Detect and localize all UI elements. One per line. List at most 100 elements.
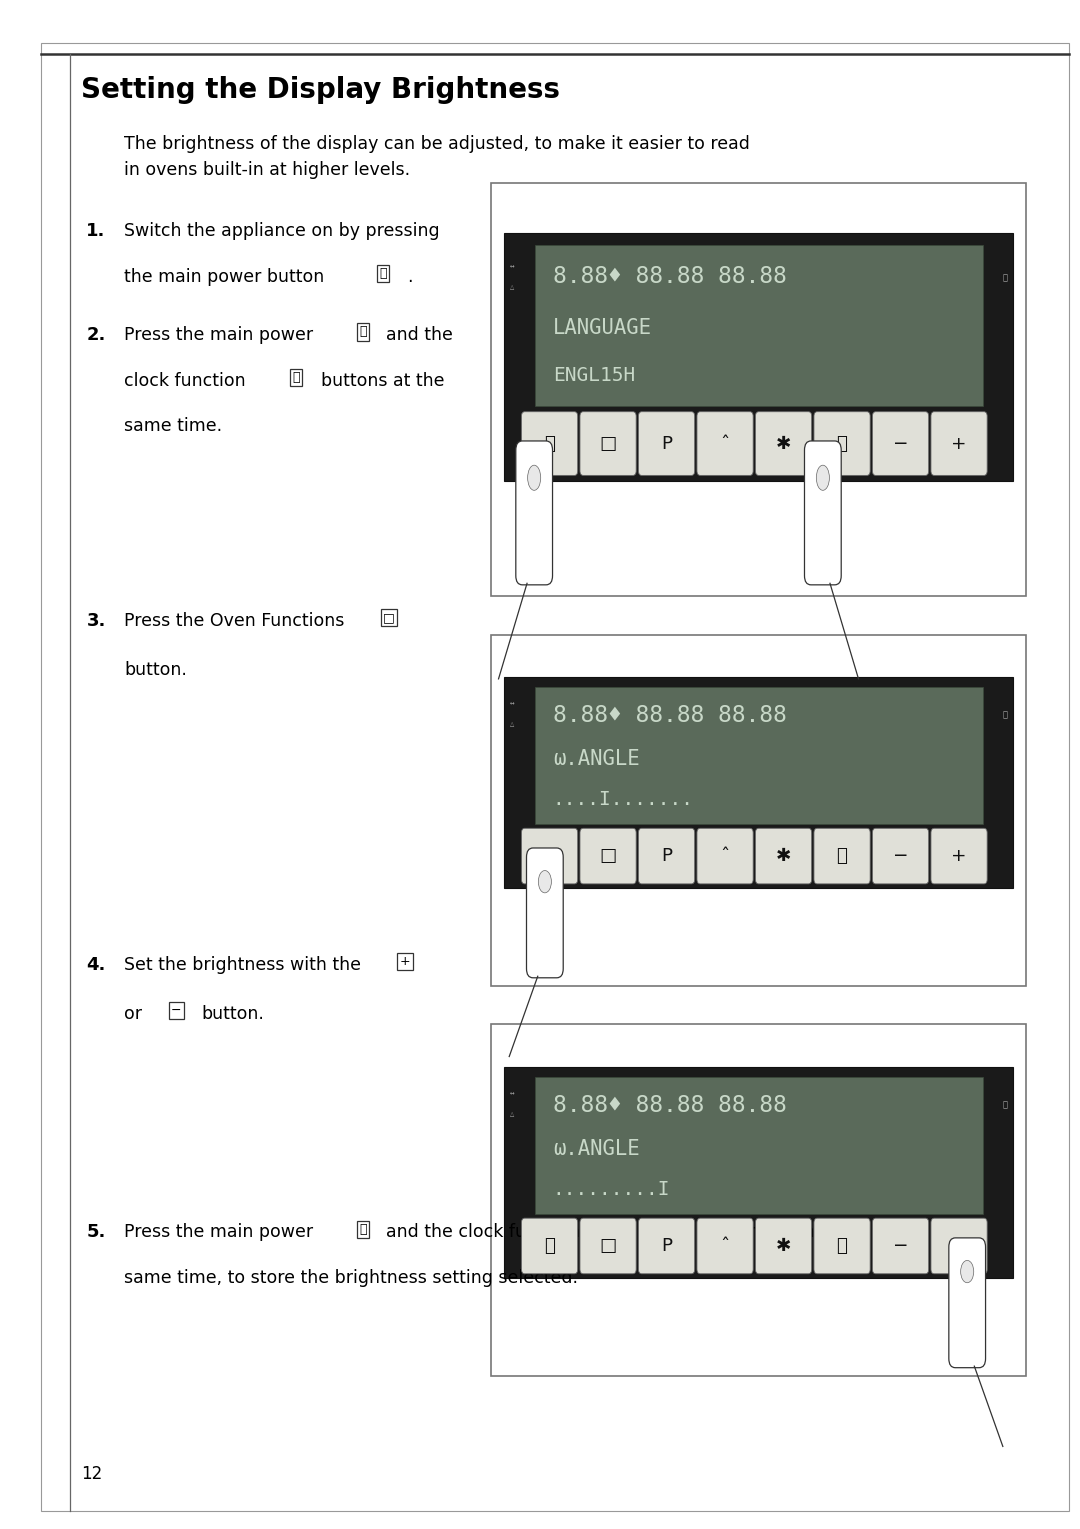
Text: ˆ: ˆ xyxy=(720,1237,730,1255)
Bar xyxy=(535,1076,983,1214)
Bar xyxy=(491,183,1026,596)
Text: ✱: ✱ xyxy=(775,1237,792,1255)
Text: −: − xyxy=(893,434,908,453)
Text: .........I: .........I xyxy=(553,1180,671,1199)
FancyBboxPatch shape xyxy=(931,829,987,884)
FancyBboxPatch shape xyxy=(580,829,636,884)
Text: the main power button: the main power button xyxy=(124,268,324,286)
Text: ⏾: ⏾ xyxy=(293,372,299,384)
Text: 3.: 3. xyxy=(86,612,106,630)
Text: ˆ: ˆ xyxy=(720,847,730,865)
Text: ⌚: ⌚ xyxy=(1002,1099,1008,1109)
Bar xyxy=(504,1067,1013,1278)
Text: ω.ANGLE: ω.ANGLE xyxy=(553,749,639,769)
Text: 5.: 5. xyxy=(86,1223,106,1242)
Text: 8.88♦ 88.88 88.88: 8.88♦ 88.88 88.88 xyxy=(553,1093,786,1116)
Text: ↔: ↔ xyxy=(510,263,514,268)
Text: □: □ xyxy=(383,612,394,624)
Text: □: □ xyxy=(599,847,617,865)
Text: 1.: 1. xyxy=(86,222,106,240)
Text: button.: button. xyxy=(124,661,187,679)
Text: ⓞ: ⓞ xyxy=(360,326,366,338)
Text: 8.88♦ 88.88 88.88: 8.88♦ 88.88 88.88 xyxy=(553,265,786,287)
FancyBboxPatch shape xyxy=(638,1219,694,1274)
Text: ω.ANGLE: ω.ANGLE xyxy=(553,1139,639,1159)
Text: Press the main power: Press the main power xyxy=(124,1223,313,1242)
Text: ⓞ: ⓞ xyxy=(360,1223,366,1235)
Text: ✱: ✱ xyxy=(775,434,792,453)
Text: △: △ xyxy=(510,284,514,289)
Text: □: □ xyxy=(599,434,617,453)
FancyBboxPatch shape xyxy=(873,829,929,884)
Text: 2.: 2. xyxy=(86,326,106,344)
Text: ⓞ: ⓞ xyxy=(544,1237,555,1255)
Bar xyxy=(504,232,1013,480)
FancyBboxPatch shape xyxy=(580,1219,636,1274)
FancyBboxPatch shape xyxy=(697,411,753,476)
FancyBboxPatch shape xyxy=(814,411,870,476)
Text: LANGUAGE: LANGUAGE xyxy=(553,318,652,338)
Bar xyxy=(504,677,1013,888)
Text: +: + xyxy=(951,847,967,865)
FancyBboxPatch shape xyxy=(814,829,870,884)
FancyBboxPatch shape xyxy=(805,440,841,586)
Text: −: − xyxy=(893,847,908,865)
Text: or: or xyxy=(124,1005,143,1023)
FancyBboxPatch shape xyxy=(949,1238,986,1367)
Text: ↔: ↔ xyxy=(510,1090,514,1095)
Text: Press the Oven Functions: Press the Oven Functions xyxy=(124,612,345,630)
Text: −: − xyxy=(893,1237,908,1255)
Ellipse shape xyxy=(528,465,541,491)
Text: 12: 12 xyxy=(81,1465,103,1483)
FancyBboxPatch shape xyxy=(522,829,578,884)
Text: .: . xyxy=(407,268,413,286)
Text: same time.: same time. xyxy=(124,417,222,436)
FancyBboxPatch shape xyxy=(522,411,578,476)
Text: and the: and the xyxy=(386,326,453,344)
FancyBboxPatch shape xyxy=(516,440,553,586)
Text: and the clock function: and the clock function xyxy=(386,1223,580,1242)
FancyBboxPatch shape xyxy=(697,1219,753,1274)
Bar xyxy=(491,635,1026,986)
Text: P: P xyxy=(661,1237,672,1255)
Text: P: P xyxy=(661,434,672,453)
FancyBboxPatch shape xyxy=(873,1219,929,1274)
Text: +: + xyxy=(951,1237,967,1255)
Text: ⌚: ⌚ xyxy=(1002,709,1008,719)
Text: clock function: clock function xyxy=(124,372,246,390)
FancyBboxPatch shape xyxy=(756,1219,812,1274)
Text: ⏾: ⏾ xyxy=(837,434,848,453)
Text: ✱: ✱ xyxy=(775,847,792,865)
Text: +: + xyxy=(400,956,410,968)
Text: buttons at the: buttons at the xyxy=(702,1223,825,1242)
FancyBboxPatch shape xyxy=(522,1219,578,1274)
Text: □: □ xyxy=(599,1237,617,1255)
FancyBboxPatch shape xyxy=(638,829,694,884)
Text: ⓞ: ⓞ xyxy=(380,268,387,280)
Text: 4.: 4. xyxy=(86,956,106,974)
Text: ENGL15H: ENGL15H xyxy=(553,365,635,385)
Text: same time, to store the brightness setting selected.: same time, to store the brightness setti… xyxy=(124,1269,578,1287)
FancyBboxPatch shape xyxy=(873,411,929,476)
Text: ˆ: ˆ xyxy=(720,434,730,453)
Text: The brightness of the display can be adjusted, to make it easier to read
in oven: The brightness of the display can be adj… xyxy=(124,135,751,179)
Text: Set the brightness with the: Set the brightness with the xyxy=(124,956,361,974)
FancyBboxPatch shape xyxy=(756,829,812,884)
Ellipse shape xyxy=(961,1260,974,1283)
Bar xyxy=(491,1024,1026,1376)
Text: 8.88♦ 88.88 88.88: 8.88♦ 88.88 88.88 xyxy=(553,703,786,726)
Text: ⏾: ⏾ xyxy=(837,847,848,865)
FancyBboxPatch shape xyxy=(527,849,564,979)
Text: ⓞ: ⓞ xyxy=(544,847,555,865)
Text: ⏾: ⏾ xyxy=(677,1223,684,1235)
FancyBboxPatch shape xyxy=(697,829,753,884)
Text: button.: button. xyxy=(201,1005,264,1023)
Text: ⏾: ⏾ xyxy=(837,1237,848,1255)
Ellipse shape xyxy=(538,870,552,893)
FancyBboxPatch shape xyxy=(931,1219,987,1274)
Text: Switch the appliance on by pressing: Switch the appliance on by pressing xyxy=(124,222,440,240)
Bar xyxy=(535,245,983,407)
Text: buttons at the: buttons at the xyxy=(321,372,444,390)
Bar xyxy=(535,688,983,824)
Text: −: − xyxy=(171,1005,181,1017)
